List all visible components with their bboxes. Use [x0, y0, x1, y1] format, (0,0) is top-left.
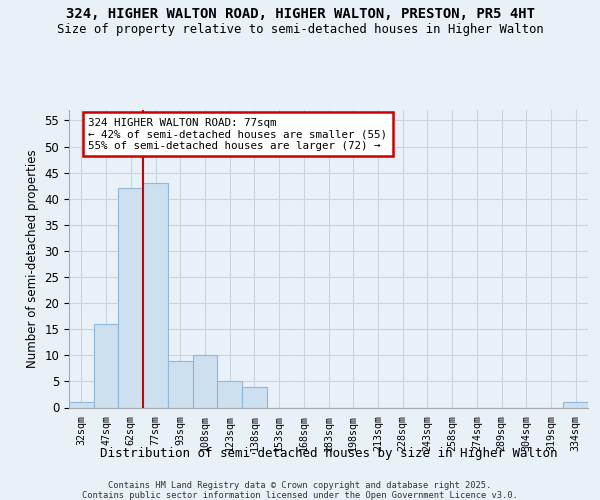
Bar — [563, 402, 588, 407]
Text: Size of property relative to semi-detached houses in Higher Walton: Size of property relative to semi-detach… — [56, 22, 544, 36]
Y-axis label: Number of semi-detached properties: Number of semi-detached properties — [26, 150, 39, 368]
Bar — [143, 183, 168, 408]
Text: Distribution of semi-detached houses by size in Higher Walton: Distribution of semi-detached houses by … — [100, 448, 557, 460]
Bar — [193, 356, 217, 408]
Bar — [69, 402, 94, 407]
Bar — [217, 382, 242, 407]
Bar — [118, 188, 143, 408]
Text: Contains public sector information licensed under the Open Government Licence v3: Contains public sector information licen… — [82, 491, 518, 500]
Bar — [168, 360, 193, 408]
Text: Contains HM Land Registry data © Crown copyright and database right 2025.: Contains HM Land Registry data © Crown c… — [109, 481, 491, 490]
Bar — [242, 386, 267, 407]
Bar — [94, 324, 118, 407]
Text: 324, HIGHER WALTON ROAD, HIGHER WALTON, PRESTON, PR5 4HT: 324, HIGHER WALTON ROAD, HIGHER WALTON, … — [65, 8, 535, 22]
Text: 324 HIGHER WALTON ROAD: 77sqm
← 42% of semi-detached houses are smaller (55)
55%: 324 HIGHER WALTON ROAD: 77sqm ← 42% of s… — [88, 118, 387, 151]
